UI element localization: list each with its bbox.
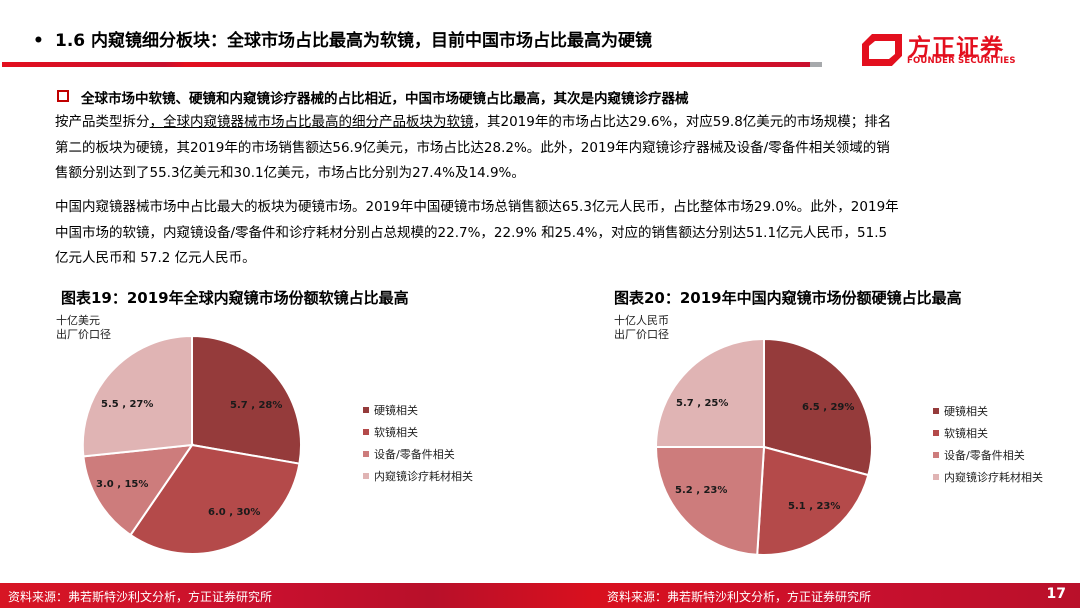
legend-swatch-icon — [933, 430, 939, 436]
subheading: 全球市场中软镜、硬镜和内窥镜诊疗器械的占比相近，中国市场硬镜占比最高，其次是内窥… — [57, 87, 689, 107]
slice-label: 5.7 , 25% — [676, 398, 728, 409]
text-underlined: ，全球内窥镜器械市场占比最高的细分产品板块为软镜 — [149, 114, 474, 130]
title-text: 1.6 内窥镜细分板块：全球市场占比最高为软镜，目前中国市场占比最高为硬镜 — [55, 31, 653, 51]
slice-label: 6.0 , 30% — [208, 507, 260, 518]
text-rest: ，其2019年的市场占比达29.6%，对应59.8亿美元的市场规模；排名 — [473, 114, 892, 130]
legend-item: 内窥镜诊疗耗材相关 — [933, 467, 1043, 489]
paragraph-china: 中国内窥镜器械市场中占比最大的板块为硬镜市场。2019年中国硬镜市场总销售额达6… — [55, 195, 1045, 272]
legend-swatch-icon — [933, 408, 939, 414]
legend-swatch-icon — [933, 474, 939, 480]
slice-soft-scope — [756, 445, 870, 557]
slice-consumables — [81, 334, 193, 458]
legend-swatch-icon — [363, 451, 369, 457]
paragraph-line: 中国内窥镜器械市场中占比最大的板块为硬镜市场。2019年中国硬镜市场总销售额达6… — [55, 199, 899, 215]
paragraph-line: 售额分别达到了55.3亿美元和30.1亿美元，市场占比分别为27.4%及14.9… — [55, 165, 525, 181]
slice-equipment-parts — [654, 446, 766, 556]
logo-en-text: FOUNDER SECURITIES — [907, 56, 1016, 66]
legend-item: 内窥镜诊疗耗材相关 — [363, 466, 473, 488]
slide-title: • 1.6 内窥镜细分板块：全球市场占比最高为软镜，目前中国市场占比最高为硬镜 — [33, 26, 652, 51]
chart-unit-left: 十亿美元 出厂价口径 — [56, 314, 111, 342]
title-bullet: • — [33, 31, 44, 51]
legend-label: 设备/零备件相关 — [944, 449, 1025, 462]
chart-title-left: 图表19：2019年全球内窥镜市场份额软镜占比最高 — [61, 289, 409, 307]
page-number: 17 — [1046, 586, 1066, 602]
chart-unit-right: 十亿人民币 出厂价口径 — [614, 314, 669, 342]
source-note-right: 资料来源：弗若斯特沙利文分析，方正证券研究所 — [607, 590, 872, 604]
logo-cn-text: 方正证券 — [908, 35, 1004, 61]
slice-label: 5.1 , 23% — [788, 501, 840, 512]
slice-label: 3.0 , 15% — [96, 479, 148, 490]
subheading-text: 全球市场中软镜、硬镜和内窥镜诊疗器械的占比相近，中国市场硬镜占比最高，其次是内窥… — [81, 91, 689, 107]
text-lead: 按产品类型拆分 — [55, 114, 150, 130]
paragraph-line: 中国市场的软镜，内窥镜设备/零备件和诊疗耗材分别占总规模的22.7%，22.9%… — [55, 224, 888, 241]
legend-item: 硬镜相关 — [933, 401, 1043, 423]
legend-item: 硬镜相关 — [363, 400, 473, 422]
chart-title-right: 图表20：2019年中国内窥镜市场份额硬镜占比最高 — [614, 289, 962, 307]
slice-soft-scope — [129, 443, 301, 556]
slice-label: 5.2 , 23% — [675, 485, 727, 496]
logo-mark-icon — [862, 34, 902, 66]
legend-swatch-icon — [933, 452, 939, 458]
slice-consumables — [654, 337, 765, 448]
legend-item: 软镜相关 — [363, 422, 473, 444]
legend-label: 硬镜相关 — [944, 405, 988, 418]
unit-line: 出厂价口径 — [56, 328, 111, 341]
slice-label: 5.5 , 27% — [101, 399, 153, 410]
legend-swatch-icon — [363, 429, 369, 435]
pie-chart-global: 5.7 , 28% 6.0 , 30% 3.0 , 15% 5.5 , 27% — [81, 334, 303, 556]
slice-label: 5.7 , 28% — [230, 400, 282, 411]
founder-securities-logo: 方正证券 FOUNDER SECURITIES — [862, 30, 1052, 70]
legend-item: 软镜相关 — [933, 423, 1043, 445]
slice-label: 6.5 , 29% — [802, 402, 854, 413]
header-rule-tail — [410, 62, 810, 67]
legend-label: 软镜相关 — [944, 427, 988, 440]
legend-label: 硬镜相关 — [374, 404, 418, 417]
unit-line: 十亿人民币 — [614, 314, 669, 327]
legend-left: 硬镜相关 软镜相关 设备/零备件相关 内窥镜诊疗耗材相关 — [363, 400, 473, 488]
pie-chart-china: 6.5 , 29% 5.1 , 23% 5.2 , 23% 5.7 , 25% — [654, 337, 873, 557]
legend-label: 软镜相关 — [374, 426, 418, 439]
legend-item: 设备/零备件相关 — [363, 444, 473, 466]
checkbox-square-icon — [57, 90, 69, 102]
legend-label: 设备/零备件相关 — [374, 448, 455, 461]
legend-label: 内窥镜诊疗耗材相关 — [944, 471, 1043, 484]
slice-hard-scope — [763, 337, 873, 477]
source-note-left: 资料来源：弗若斯特沙利文分析，方正证券研究所 — [8, 590, 273, 604]
header-rule-grey — [810, 62, 822, 67]
legend-swatch-icon — [363, 473, 369, 479]
paragraph-line: 亿元人民币和 57.2 亿元人民币。 — [55, 250, 256, 266]
legend-item: 设备/零备件相关 — [933, 445, 1043, 467]
slice-hard-scope — [191, 334, 303, 465]
paragraph-global: 按产品类型拆分，全球内窥镜器械市场占比最高的细分产品板块为软镜，其2019年的市… — [55, 110, 1045, 187]
legend-swatch-icon — [363, 407, 369, 413]
header-rule — [2, 62, 410, 67]
slice-equipment-parts — [82, 443, 195, 537]
paragraph-line: 按产品类型拆分，全球内窥镜器械市场占比最高的细分产品板块为软镜，其2019年的市… — [55, 110, 1045, 136]
footer-bar: 资料来源：弗若斯特沙利文分析，方正证券研究所 资料来源：弗若斯特沙利文分析，方正… — [0, 583, 1080, 608]
paragraph-line: 第二的板块为硬镜，其2019年的市场销售额达56.9亿美元，市场占比达28.2%… — [55, 139, 890, 156]
unit-line: 出厂价口径 — [614, 328, 669, 341]
legend-right: 硬镜相关 软镜相关 设备/零备件相关 内窥镜诊疗耗材相关 — [933, 401, 1043, 489]
unit-line: 十亿美元 — [56, 314, 100, 327]
legend-label: 内窥镜诊疗耗材相关 — [374, 470, 473, 483]
